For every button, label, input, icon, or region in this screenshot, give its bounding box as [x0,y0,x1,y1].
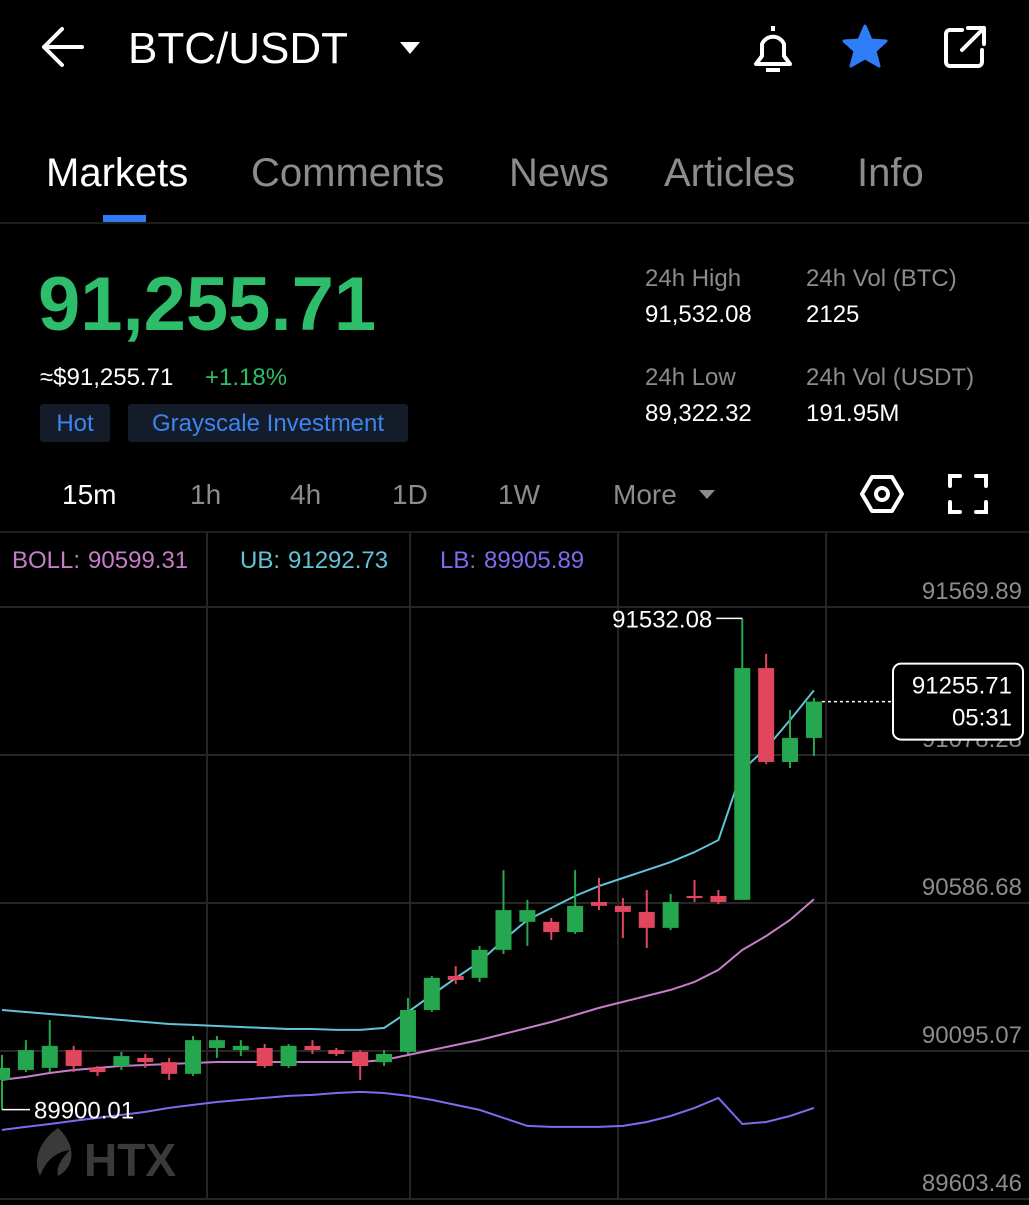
interval[interactable]: 15m [62,479,116,510]
fullscreen-button[interactable] [948,474,988,514]
candle-body [41,1045,58,1068]
candle-body [399,1010,416,1052]
interval[interactable]: 1h [190,479,221,510]
indicator-name: BOLL: [12,547,80,574]
candle-body [519,910,536,922]
tab[interactable]: News [509,151,609,195]
candle-body [734,668,751,900]
stat-value: 89,322.32 [645,400,752,427]
candle-body [232,1045,249,1051]
candle-body [423,977,440,1011]
tab-bar: Markets Comments News Articles Info [46,151,924,195]
indicator-settings-button[interactable] [860,475,904,513]
stat-value: 191.95M [806,400,899,427]
stat-label: 24h High [645,265,741,292]
candle-body [662,901,679,928]
favorite-button[interactable] [842,24,888,68]
candle-body [185,1040,202,1074]
candle-body [614,905,631,912]
active-tab-indicator [103,215,146,222]
tab[interactable]: Comments [251,151,444,195]
candle-body [376,1053,393,1063]
y-tick-label: 91569.89 [922,578,1022,605]
candle-body [17,1050,34,1070]
tag-bg [40,404,110,442]
candle-body [567,905,584,933]
current-price-box [892,662,1024,741]
candle-body [638,911,655,928]
interval[interactable]: More [613,479,677,510]
interval[interactable]: 4h [290,479,321,510]
stat-value: 91,532.08 [645,301,752,328]
candle-body [328,1050,345,1054]
pair-dropdown[interactable] [400,42,420,54]
usd-price: ≈$91,255.71 [40,364,173,391]
candle-body [113,1056,130,1067]
indicator-line [1,1090,815,1131]
interval[interactable]: 1D [392,479,428,510]
interval[interactable]: 1W [498,479,541,510]
interval-bar: 15m 1h 4h 1D 1W More [62,479,677,510]
tab[interactable]: Info [857,151,924,195]
watermark: HTX [84,1134,176,1186]
candle-body [65,1050,82,1067]
indicator-value: 90599.31 [88,547,188,574]
candle-body [161,1062,178,1074]
candle-body [543,921,560,933]
high-label: 91532.08 [612,606,712,633]
indicator-name: UB: [240,547,280,574]
last-price: 91,255.71 [38,262,376,347]
candle-body [686,895,703,899]
indicator-name: LB: [440,547,476,574]
indicator-value: 91292.73 [288,547,388,574]
alert-button[interactable] [754,26,792,72]
y-tick-label: 90586.68 [922,874,1022,901]
candle-body [591,901,607,906]
indicator-value: 89905.89 [484,547,584,574]
y-tick-label: 89603.46 [922,1170,1022,1197]
tag[interactable]: Grayscale Investment [152,410,384,437]
current-price: 91255.71 [912,673,1012,700]
indicator-legend: BOLL: 90599.31 [12,547,188,574]
candle-body [137,1057,154,1063]
pair-title[interactable]: BTC/USDT [128,24,348,73]
candle-body [280,1045,297,1067]
candle-body [447,976,464,980]
stat-label: 24h Low [645,364,736,391]
tab[interactable]: Markets [46,151,188,195]
candle-body [758,668,775,762]
candle-body [352,1051,369,1067]
stat-value: 2125 [806,301,859,328]
indicator-legend: LB: 89905.89 [440,547,584,574]
candle-body [782,737,799,762]
candle-body [89,1067,106,1073]
tab[interactable]: Articles [664,151,795,195]
more-dropdown[interactable] [699,490,715,499]
price-change: +1.18% [205,364,287,391]
candle-body [471,949,488,978]
tag-bg [128,404,408,442]
stat-label: 24h Vol (BTC) [806,265,957,292]
stat-label: 24h Vol (USDT) [806,364,974,391]
candle-body [304,1045,321,1051]
watermark-logo [36,1128,72,1176]
indicator-line [1,898,815,1081]
candle-body [805,701,822,738]
countdown: 05:31 [952,705,1012,732]
low-label: 89900.01 [34,1098,134,1125]
y-tick-label: 90095.07 [922,1022,1022,1049]
candle-body [208,1040,225,1048]
candle-body [256,1047,273,1067]
candle-body [710,895,727,902]
candlestick-chart: 91569.8991078.2890586.6890095.0789603.46… [0,532,1029,1200]
indicator-legend: UB: 91292.73 [240,547,388,574]
candle-body [0,1067,10,1080]
share-button[interactable] [944,26,986,68]
candle-body [495,910,512,950]
back-button[interactable] [42,27,84,67]
tag[interactable]: Hot [56,410,94,437]
